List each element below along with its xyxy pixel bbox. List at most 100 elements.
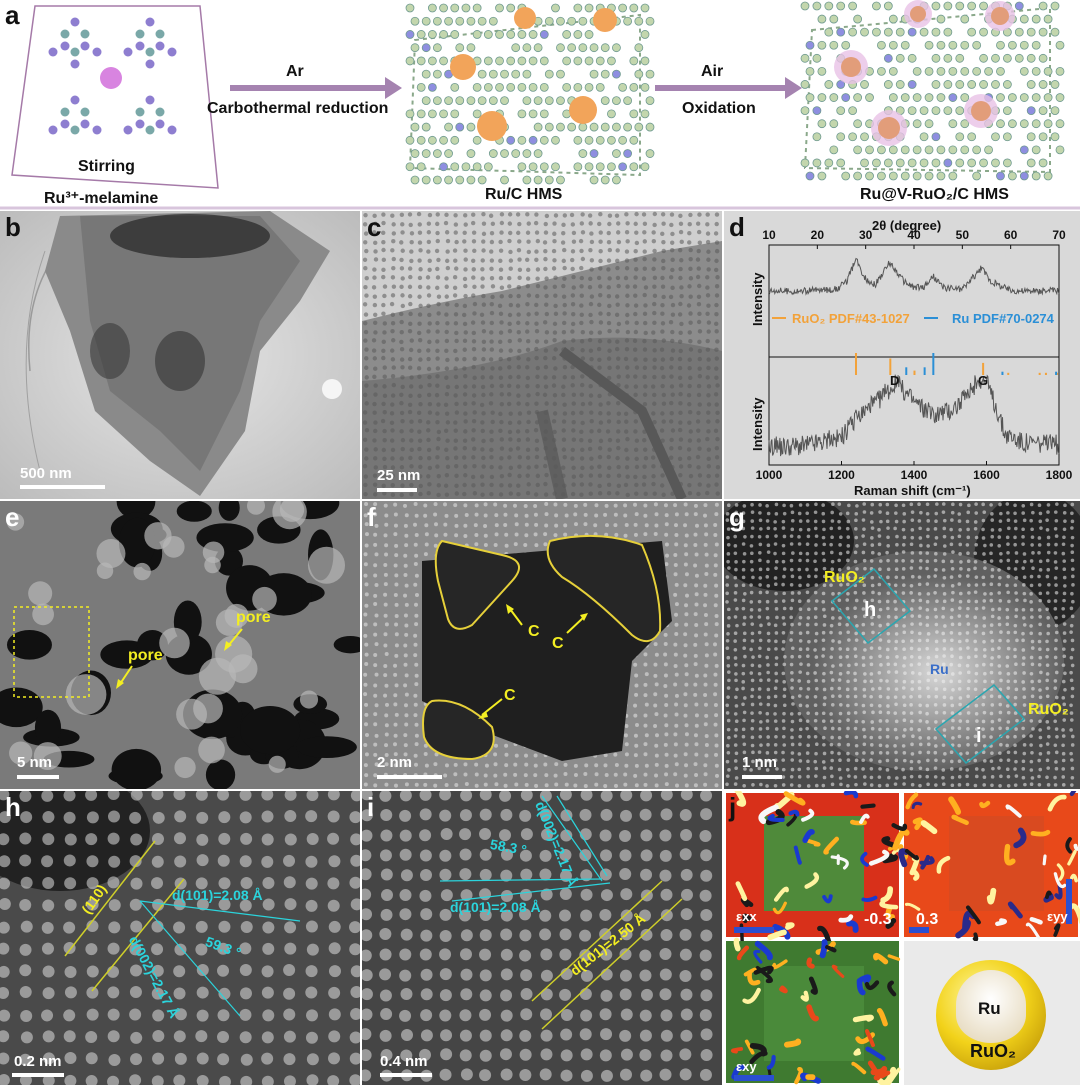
scale-label-f: 2 nm xyxy=(377,754,413,771)
xrd-series-line xyxy=(768,257,1060,296)
step1-bottom-label: Carbothermal reduction xyxy=(207,100,389,117)
panel-letter-b: b xyxy=(5,212,21,242)
ruo2-label-top: RuO₂ xyxy=(824,569,865,586)
scale-bar-f xyxy=(377,775,442,779)
raman-d-label: D xyxy=(890,373,900,388)
ru-particle xyxy=(569,96,597,124)
scale-label-c: 25 nm xyxy=(377,467,421,484)
xrd-raman-charts: 10 20 30 40 50 60 70 1000 1200 1400 1600 1800 xyxy=(756,228,1073,482)
step2-top-label: Air xyxy=(701,63,724,80)
panel-a: a xyxy=(0,0,1080,210)
panel-letter-d: d xyxy=(729,212,745,242)
d101-label-i1: d(101)=2.08 Å xyxy=(450,899,541,915)
panel-letter-g: g xyxy=(729,502,745,532)
schematic-svg xyxy=(0,0,1080,210)
raman-tick-label: 1200 xyxy=(828,468,855,482)
xrd-tick-label: 60 xyxy=(1004,228,1018,242)
eyy-label: εyy xyxy=(1047,909,1068,924)
panel-f-haadf-image: f C C C 2 nm xyxy=(362,501,722,789)
ru-particle xyxy=(514,7,536,29)
xrd-ylabel: Intensity xyxy=(750,272,765,326)
ru-label: Ru xyxy=(930,661,949,677)
raman-tick-label: 1800 xyxy=(1046,468,1073,482)
xrd-tick-label: 40 xyxy=(907,228,921,242)
product1-label: Ru/C HMS xyxy=(485,186,563,203)
xrd-tick-label: 50 xyxy=(956,228,970,242)
carbon-label-3: C xyxy=(504,687,516,704)
raman-tick-label: 1400 xyxy=(901,468,928,482)
raman-g-label: G xyxy=(978,373,989,388)
raman-series-line xyxy=(768,374,1060,457)
panel-letter-j: j xyxy=(729,792,737,822)
raman-tick-label: 1600 xyxy=(973,468,1000,482)
scale-bar-e xyxy=(17,775,59,779)
panel-e-haadf-image: e pore pore 5 nm xyxy=(0,501,360,789)
precursor-frame xyxy=(11,5,219,189)
eyy-max-label: 0.3 xyxy=(916,911,939,928)
legend-ruo2: RuO₂ PDF#43-1027 xyxy=(792,311,910,326)
ru-ion xyxy=(100,67,122,89)
scale-label-h: 0.2 nm xyxy=(14,1053,62,1070)
ru-particle xyxy=(450,54,476,80)
carbon-atoms-1 xyxy=(405,3,655,185)
raman-xlabel: Raman shift (cm⁻¹) xyxy=(854,483,971,498)
stirring-label: Stirring xyxy=(78,158,135,175)
carbon-label-1: C xyxy=(528,623,540,640)
scale-label-g: 1 nm xyxy=(742,754,778,771)
panel-b-tem-image: b 500 nm xyxy=(0,211,360,499)
xrd-tick-label: 30 xyxy=(859,228,873,242)
arrow-1 xyxy=(385,77,402,99)
shell-label: RuO₂ xyxy=(970,1041,1016,1061)
scale-bar-c xyxy=(377,488,417,492)
raman-ylabel: Intensity xyxy=(750,397,765,451)
panel-c-tem-image: c 25 nm xyxy=(362,211,722,499)
xrd-tick-label: 10 xyxy=(762,228,776,242)
product2-label: Ru@V-RuO₂/C HMS xyxy=(860,186,1009,203)
h-box-label: h xyxy=(864,599,877,621)
ru-particle xyxy=(477,111,507,141)
panel-letter-e: e xyxy=(5,502,20,532)
exx-min-label: -0.3 xyxy=(864,911,892,928)
scale-label-i: 0.4 nm xyxy=(380,1053,428,1070)
core-label: Ru xyxy=(978,999,1001,1018)
panel-g-haadf-image: g RuO₂ RuO₂ Ru h i 1 nm xyxy=(724,501,1080,789)
exx-label: εxx xyxy=(736,909,757,924)
panel-h-hrtem-image: h (110) d(101)=2.08 Å d(002)=2.17 Å 59.3… xyxy=(0,791,360,1085)
xrd-tick-label: 70 xyxy=(1052,228,1066,242)
xrd-tick-label: 20 xyxy=(811,228,825,242)
strain-map-exy xyxy=(726,937,901,1085)
step2-bottom-label: Oxidation xyxy=(682,100,756,117)
panel-letter-h: h xyxy=(5,792,21,822)
strain-map-exx xyxy=(726,791,906,946)
scale-label-e: 5 nm xyxy=(17,754,53,771)
carbon-label-2: C xyxy=(552,635,564,652)
scale-bar-b xyxy=(20,485,105,489)
legend-ru: Ru PDF#70-0274 xyxy=(952,311,1054,326)
pore-label-1: pore xyxy=(128,647,163,664)
scale-bar-i xyxy=(380,1073,432,1077)
strain-map-eyy xyxy=(891,791,1080,942)
panel-letter-a: a xyxy=(5,0,20,30)
arrow-2 xyxy=(785,77,802,99)
core-shell-core xyxy=(956,970,1026,1043)
panel-letter-i: i xyxy=(367,792,375,822)
panel-letter-c: c xyxy=(367,212,382,242)
xrd-plot-frame xyxy=(768,244,1060,376)
pore-label-2: pore xyxy=(236,609,271,626)
panel-j: j εxx -0.3 0.3 εyy εxy Ru RuO₂ xyxy=(724,791,1080,1085)
i-box-label: i xyxy=(976,725,982,747)
carbon-atoms-2 xyxy=(800,1,1065,181)
panel-i-hrtem-image: i 58.3 ° d(002)=2.17 Å d(101)=2.08 Å d(1… xyxy=(362,791,722,1085)
core-shell-particles xyxy=(834,0,1015,146)
xrd-xlabel: 2θ (degree) xyxy=(872,218,942,233)
ruo2-label-bottom: RuO₂ xyxy=(1028,701,1069,718)
ru-particle xyxy=(593,8,617,32)
d101-label: d(101)=2.08 Å xyxy=(172,887,263,903)
panel-d: d 10 20 30 40 50 60 70 1000 1200 1400 1600 1800 2θ … xyxy=(724,211,1080,499)
panel-letter-f: f xyxy=(367,502,376,532)
scale-bar-g xyxy=(742,775,782,779)
precursor-label: Ru³⁺-melamine xyxy=(44,190,159,207)
scale-bar-h xyxy=(12,1073,64,1077)
step1-top-label: Ar xyxy=(286,63,304,80)
scale-label-b: 500 nm xyxy=(20,465,72,482)
